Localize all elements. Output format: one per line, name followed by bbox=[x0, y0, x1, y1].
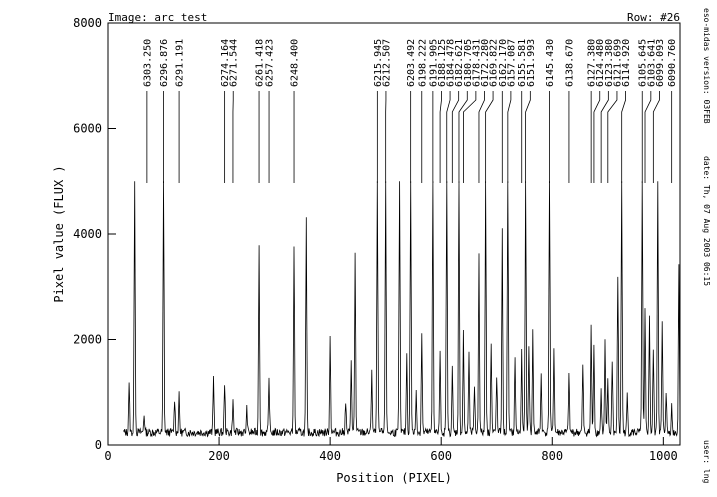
line-id-marker bbox=[439, 91, 442, 183]
line-id-label: 6198.222 bbox=[417, 39, 428, 87]
line-id-marker bbox=[446, 91, 451, 183]
y-axis-label: Pixel value (FLUX ) bbox=[52, 165, 66, 302]
x-axis: 0 200 400 600 800 1000 bbox=[104, 437, 678, 463]
line-id-label: 6248.400 bbox=[290, 39, 301, 87]
line-id-label: 6090.760 bbox=[667, 39, 678, 87]
x-tick-label: 200 bbox=[208, 449, 230, 463]
line-id-label: 6212.507 bbox=[381, 39, 392, 87]
line-id-label: 6127.380 bbox=[587, 39, 598, 87]
date-text: date: Th, 07 Aug 2003 06:15 bbox=[702, 156, 711, 286]
line-id-label: 6114.920 bbox=[621, 39, 632, 87]
series-line-flux bbox=[123, 181, 681, 438]
line-id-label: 6124.480 bbox=[595, 39, 606, 87]
line-id-label: 6180.705 bbox=[463, 39, 474, 87]
line-id-label: 6257.423 bbox=[265, 39, 276, 87]
x-tick-label: 400 bbox=[319, 449, 341, 463]
line-id-label: 6105.645 bbox=[638, 39, 649, 87]
x-tick-label: 800 bbox=[541, 449, 563, 463]
line-id-label: 6188.125 bbox=[437, 39, 448, 87]
line-id-label: 6169.822 bbox=[489, 39, 500, 87]
user-text: user: lng bbox=[702, 440, 711, 484]
line-id-label: 6182.621 bbox=[454, 39, 465, 87]
line-id-label: 6155.581 bbox=[517, 39, 528, 87]
line-id-label: 6296.876 bbox=[159, 39, 170, 87]
y-tick-label: 2000 bbox=[73, 333, 102, 347]
y-tick-label: 6000 bbox=[73, 122, 102, 136]
line-id-marker bbox=[607, 91, 618, 183]
line-id-marker bbox=[600, 91, 609, 183]
line-id-label: 6123.380 bbox=[604, 39, 615, 87]
line-id-label: 6162.170 bbox=[498, 39, 509, 87]
row-label: Row: #26 bbox=[627, 11, 680, 24]
line-id-marker bbox=[463, 91, 477, 183]
x-tick-label: 1000 bbox=[649, 449, 678, 463]
line-id-label: 6191.905 bbox=[428, 39, 439, 87]
version-text: eso-midas version: 03FEB bbox=[702, 8, 711, 124]
line-id-marker bbox=[451, 91, 460, 183]
line-id-marker bbox=[478, 91, 485, 183]
line-id-label: 6157.087 bbox=[506, 39, 517, 87]
line-id-label: 6261.418 bbox=[255, 39, 266, 87]
line-id-label: 6151.993 bbox=[526, 39, 537, 87]
y-tick-label: 4000 bbox=[73, 227, 102, 241]
x-tick-label: 600 bbox=[430, 449, 452, 463]
line-id-label: 6178.431 bbox=[471, 39, 482, 87]
line-id-label: 6145.430 bbox=[545, 39, 556, 87]
line-id-label: 6274.164 bbox=[220, 39, 231, 87]
line-id-label: 6103.641 bbox=[646, 39, 657, 87]
line-id-marker bbox=[525, 91, 531, 183]
y-tick-label: 8000 bbox=[73, 16, 102, 30]
image-label: Image: arc_test bbox=[108, 11, 207, 24]
line-id-marker bbox=[507, 91, 512, 183]
line-id-label: 6121.699 bbox=[612, 39, 623, 87]
line-id-label: 6138.670 bbox=[564, 39, 575, 87]
line-id-marker bbox=[458, 91, 468, 183]
line-id-label: 6184.478 bbox=[446, 39, 457, 87]
line-identifications: 6303.250 6296.876 6291.191 6274.1646271.544… bbox=[142, 39, 678, 183]
y-tick-label: 0 bbox=[95, 438, 102, 452]
line-id-label: 6099.093 bbox=[655, 39, 666, 87]
line-id-marker bbox=[621, 91, 626, 183]
x-tick-label: 0 bbox=[104, 449, 111, 463]
line-id-label: 6291.191 bbox=[175, 39, 186, 87]
line-id-label: 6215.945 bbox=[373, 39, 384, 87]
line-id-marker bbox=[485, 91, 494, 183]
y-axis: 0 2000 4000 6000 8000 bbox=[73, 16, 116, 452]
line-id-marker bbox=[644, 91, 652, 183]
x-axis-label: Position (PIXEL) bbox=[336, 471, 452, 485]
line-id-marker bbox=[652, 91, 660, 183]
line-id-label: 6271.544 bbox=[229, 39, 240, 87]
line-id-label: 6203.492 bbox=[406, 39, 417, 87]
line-id-label: 6303.250 bbox=[142, 39, 153, 87]
line-id-label: 6172.280 bbox=[480, 39, 491, 87]
line-id-marker bbox=[593, 91, 601, 183]
